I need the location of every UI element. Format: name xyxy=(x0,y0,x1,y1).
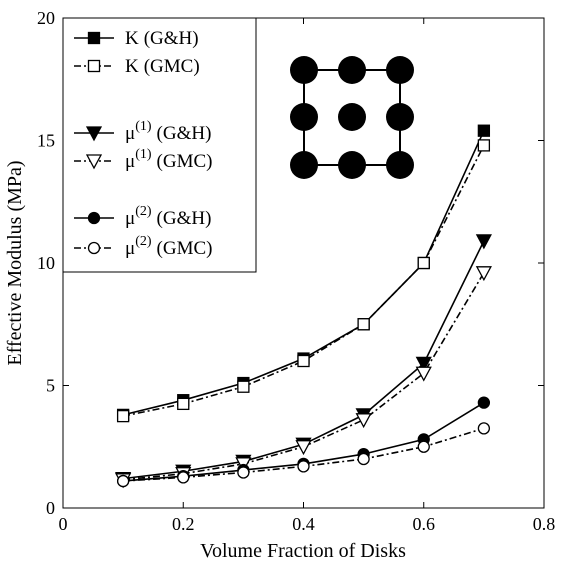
data-point-s5-2 xyxy=(237,466,250,479)
data-point-s3-5 xyxy=(415,366,432,382)
data-point-s1-0 xyxy=(116,409,130,423)
legend-label-1: K (GMC) xyxy=(125,56,200,77)
data-point-s5-3 xyxy=(297,460,310,473)
data-point-s4-6 xyxy=(477,396,491,409)
y-tick-label: 20 xyxy=(37,8,55,28)
legend-label-4: μ(2) (G&H) xyxy=(125,204,211,229)
legend-marker-1 xyxy=(87,59,101,73)
legend-marker-2 xyxy=(85,126,103,142)
legend-marker-5 xyxy=(87,241,101,255)
x-axis-label: Volume Fraction of Disks xyxy=(200,540,406,562)
legend-marker-0 xyxy=(87,31,101,45)
data-point-s5-4 xyxy=(357,452,370,466)
y-tick-label: 5 xyxy=(46,376,55,396)
y-axis-label: Effective Modulus (MPa) xyxy=(4,160,26,365)
legend: K (G&H) K (GMC) μ(1) (G&H) μ(1) (GMC) μ(2) (G&H) μ… xyxy=(62,17,257,273)
data-point-s3-4 xyxy=(355,413,372,429)
data-point-s1-3 xyxy=(297,354,310,368)
data-point-s1-4 xyxy=(357,318,370,331)
legend-label-0: K (G&H) xyxy=(125,28,199,49)
data-point-s2-6 xyxy=(475,234,492,250)
legend-marker-3 xyxy=(85,154,103,170)
series-markers xyxy=(115,124,492,489)
data-point-s1-1 xyxy=(177,397,190,411)
legend-label-5: μ(2) (GMC) xyxy=(125,234,212,259)
data-point-s5-1 xyxy=(177,471,190,484)
x-tick-label: 0.4 xyxy=(292,514,315,534)
data-point-s2-5 xyxy=(415,356,432,372)
data-point-s1-6 xyxy=(477,139,491,152)
data-point-s3-3 xyxy=(295,440,312,456)
axis-ticks: 0 0.2 0.4 0.6 0.8 0 5 10 15 20 xyxy=(37,8,555,534)
y-tick-label: 15 xyxy=(37,131,55,151)
legend-label-3: μ(1) (GMC) xyxy=(125,147,212,172)
x-tick-label: 0 xyxy=(59,514,68,534)
x-tick-label: 0.6 xyxy=(413,514,436,534)
x-tick-label: 0.2 xyxy=(172,514,195,534)
data-point-s0-6 xyxy=(477,124,491,137)
x-tick-label: 0.8 xyxy=(533,514,556,534)
y-tick-label: 10 xyxy=(37,253,55,273)
data-point-s1-5 xyxy=(417,256,430,270)
data-point-s5-5 xyxy=(417,440,430,453)
data-point-s3-6 xyxy=(475,266,492,282)
data-point-s5-0 xyxy=(116,474,130,488)
data-point-s1-2 xyxy=(237,380,250,393)
y-tick-label: 0 xyxy=(46,498,55,518)
legend-marker-4 xyxy=(87,211,101,225)
data-point-s5-6 xyxy=(477,422,491,435)
inset-disk-diagram xyxy=(290,56,414,179)
legend-label-2: μ(1) (G&H) xyxy=(125,119,211,144)
